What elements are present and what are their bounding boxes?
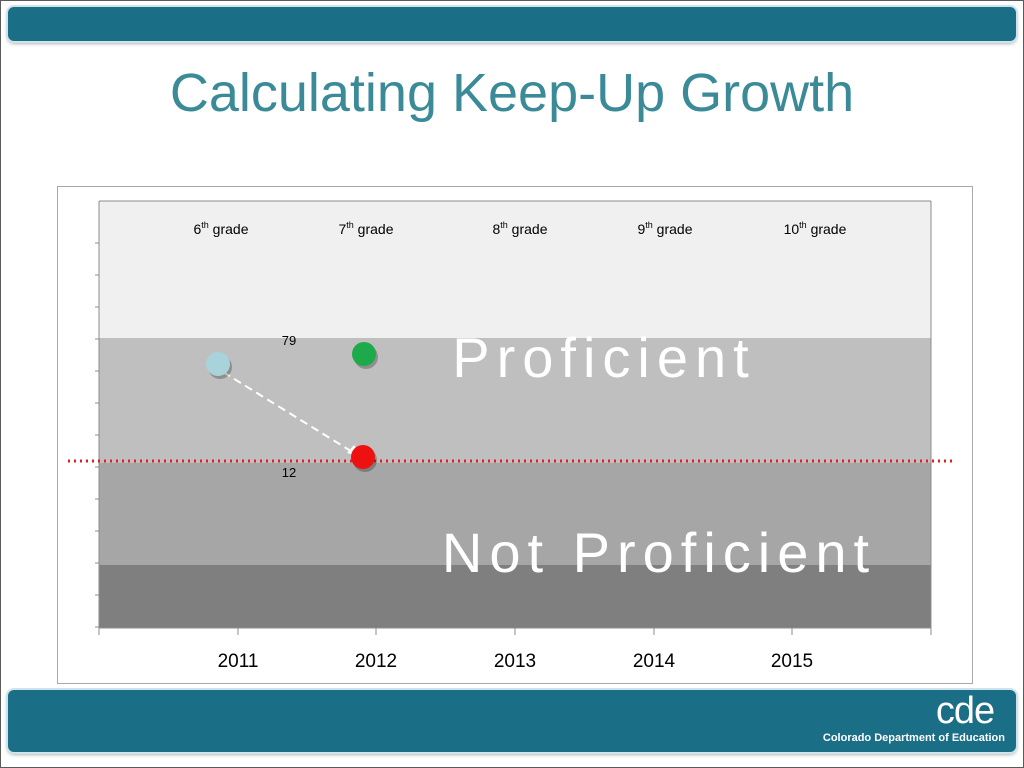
header-bar bbox=[8, 7, 1016, 41]
region-label-proficient: Proficient bbox=[452, 326, 755, 389]
grade-label: 8th grade bbox=[492, 220, 547, 237]
x-axis-ticks bbox=[98, 628, 932, 635]
organization-name: Colorado Department of Education bbox=[822, 732, 1005, 744]
x-axis-tick-labels: 2011 2012 2013 2014 2015 bbox=[218, 651, 814, 672]
x-tick-label: 2011 bbox=[218, 651, 259, 672]
grade-label: 6th grade bbox=[193, 220, 248, 237]
point-label-12: 12 bbox=[282, 465, 296, 480]
x-tick-label: 2012 bbox=[355, 651, 397, 672]
chart-frame: 2011 2012 2013 2014 2015 6th grade 7th grade 8… bbox=[57, 186, 973, 684]
data-points bbox=[206, 342, 378, 472]
point-start bbox=[206, 352, 230, 376]
band-lowest bbox=[99, 565, 931, 628]
x-tick-label: 2014 bbox=[633, 651, 676, 672]
point-label-79: 79 bbox=[282, 333, 296, 348]
y-axis-ticks bbox=[95, 242, 99, 628]
point-target bbox=[352, 342, 376, 366]
region-label-not-proficient: Not Proficient bbox=[442, 521, 876, 584]
slide-title: Calculating Keep-Up Growth bbox=[169, 63, 855, 123]
x-tick-label: 2015 bbox=[771, 651, 813, 672]
band-proficient bbox=[99, 338, 931, 463]
cde-logo: cde bbox=[935, 690, 995, 732]
point-keep-up bbox=[351, 445, 375, 469]
keep-up-growth-chart: 2011 2012 2013 2014 2015 6th grade 7th grade 8… bbox=[68, 200, 956, 672]
grade-label: 9th grade bbox=[637, 220, 692, 237]
grade-label: 10th grade bbox=[784, 220, 847, 237]
grade-labels: 6th grade 7th grade 8th grade 9th grade 10th… bbox=[193, 220, 846, 237]
band-above-proficient bbox=[99, 201, 931, 338]
band-not-proficient bbox=[99, 463, 931, 565]
grade-label: 7th grade bbox=[338, 220, 393, 237]
x-tick-label: 2013 bbox=[494, 651, 536, 672]
footer-bar bbox=[8, 690, 1016, 752]
